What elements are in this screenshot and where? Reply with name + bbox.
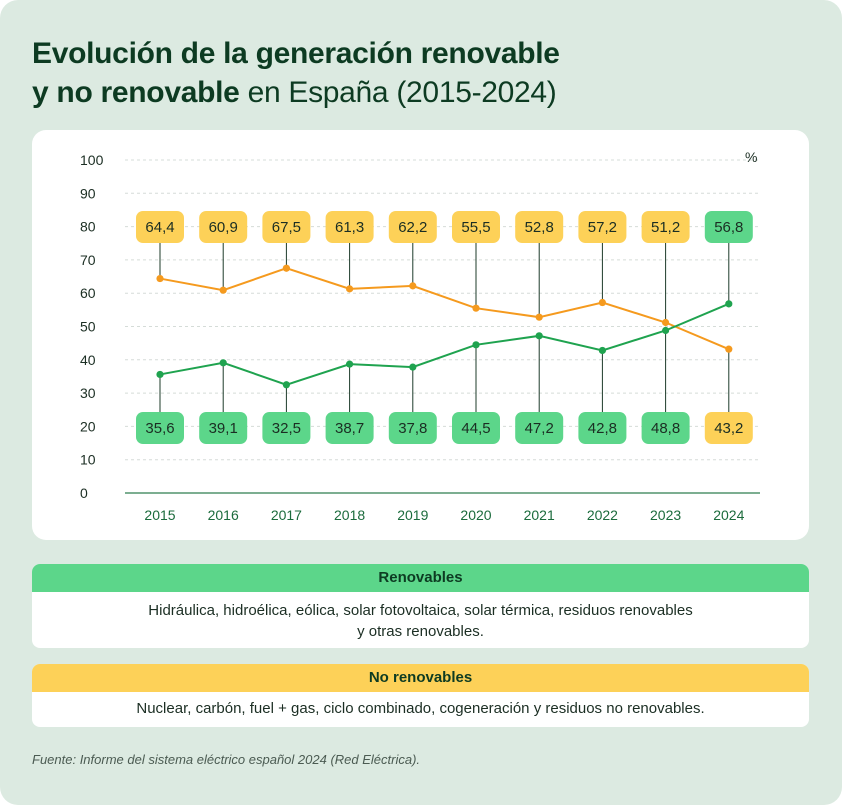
renewable-data-label: 38,7 (335, 420, 364, 437)
non_renewable-data-point (662, 318, 670, 327)
renewable-label-box (199, 412, 248, 444)
non_renewable-series-line (159, 267, 730, 351)
non_renewable-data-label: 61,3 (335, 219, 364, 236)
y-tick-label: 10 (80, 452, 96, 468)
title-light-line2: en España (2015-2024) (239, 76, 557, 109)
renewable-data-point (409, 363, 417, 371)
y-tick-label: 70 (80, 252, 96, 268)
renewable-label-box (515, 412, 564, 444)
non_renewable-label-box (388, 211, 437, 243)
title-bold-line2: y no renovable (32, 76, 240, 109)
non-renewables-legend-title: No renovables (32, 664, 809, 692)
x-tick-label: 2017 (271, 507, 302, 523)
x-tick-label: 2024 (713, 507, 744, 523)
renewable-data-point (598, 346, 607, 355)
non-renewables-legend-text: Nuclear, carbón, fuel + gas, ciclo combi… (136, 700, 705, 717)
x-tick-label: 2015 (144, 507, 175, 523)
non_renewable-data-label: 64,4 (145, 219, 174, 236)
renewables-legend-title: Renovables (32, 564, 809, 592)
non_renewable-data-label: 62,2 (398, 219, 427, 236)
renewable-data-point (346, 360, 354, 368)
renewables-legend-box: Renovables Hidráulica, hidroélica, eólic… (32, 564, 809, 648)
y-tick-label: 0 (80, 485, 88, 501)
renewable-data-point (156, 370, 164, 379)
non_renewable-label-box (704, 412, 753, 444)
y-tick-label: 40 (80, 352, 96, 368)
renewable-series-line (159, 302, 730, 386)
x-tick-label: 2018 (334, 507, 365, 523)
renewable-label-box (136, 412, 184, 444)
non_renewable-label-box (136, 211, 184, 243)
x-tick-label: 2022 (587, 507, 618, 523)
renewable-data-label: 47,2 (525, 420, 554, 437)
renewables-legend-text: Hidráulica, hidroélica, eólica, solar fo… (148, 602, 693, 640)
y-unit-label: % (745, 149, 757, 165)
non_renewable-label-box (641, 211, 690, 243)
renewable-data-point (219, 359, 227, 367)
y-tick-label: 80 (80, 219, 96, 235)
non_renewable-data-point (219, 286, 227, 294)
non_renewable-data-point (472, 304, 480, 312)
non_renewable-label-box (452, 211, 500, 243)
non_renewable-data-label: 43,2 (714, 420, 743, 437)
non_renewable-label-box (325, 211, 374, 243)
y-tick-label: 60 (80, 285, 96, 301)
non_renewable-data-point (156, 274, 164, 283)
non_renewable-label-box (199, 211, 248, 243)
renewable-data-point (282, 381, 290, 389)
y-tick-label: 20 (80, 418, 96, 434)
x-tick-label: 2019 (397, 507, 428, 523)
non_renewable-label-box (262, 211, 311, 243)
renewable-label-box (641, 412, 690, 444)
chart-card: 0 10 20 30 40 50 60 70 80 90 100% 2015 2016 2017 2018 2… (32, 130, 809, 540)
renewable-data-point (535, 332, 543, 340)
page-title: Evolución de la generación renovable y n… (32, 34, 792, 112)
non_renewable-data-label: 57,2 (588, 219, 617, 236)
non_renewable-data-point (282, 264, 290, 272)
renewable-data-label: 42,8 (588, 420, 617, 437)
non-renewables-legend-box: No renovables Nuclear, carbón, fuel + ga… (32, 664, 809, 727)
x-tick-label: 2023 (650, 507, 681, 523)
renewable-data-label: 32,5 (272, 420, 301, 437)
renewable-data-label: 39,1 (209, 420, 238, 437)
non_renewable-data-point (598, 298, 607, 307)
renewable-label-box (704, 211, 753, 243)
non_renewable-data-label: 60,9 (209, 219, 238, 236)
renewable-data-label: 44,5 (461, 420, 490, 437)
renewable-data-label: 48,8 (651, 420, 680, 437)
renewable-label-box (262, 412, 311, 444)
renewable-label-box (578, 412, 627, 444)
non_renewable-label-box (515, 211, 564, 243)
non_renewable-data-label: 51,2 (651, 219, 680, 236)
renewable-label-box (388, 412, 437, 444)
y-tick-label: 100 (80, 152, 104, 168)
renewable-data-point (662, 326, 670, 335)
source-note: Fuente: Informe del sistema eléctrico es… (32, 752, 421, 767)
renewable-data-label: 35,6 (145, 420, 174, 437)
x-tick-label: 2020 (460, 507, 491, 523)
non_renewable-data-label: 55,5 (461, 219, 490, 236)
non_renewable-data-point (535, 313, 543, 321)
x-tick-label: 2021 (524, 507, 555, 523)
non_renewable-data-label: 67,5 (272, 219, 301, 236)
x-tick-label: 2016 (208, 507, 239, 523)
non_renewable-data-point (346, 285, 354, 293)
renewable-label-box (325, 412, 374, 444)
line-chart: 0 10 20 30 40 50 60 70 80 90 100 % 2015 2016 2017 2018 2… (80, 149, 760, 523)
y-tick-label: 30 (80, 385, 96, 401)
non_renewable-label-box (578, 211, 627, 243)
title-bold-line1: Evolución de la generación renovable (32, 37, 560, 70)
y-tick-label: 90 (80, 185, 96, 201)
renewable-label-box (452, 412, 500, 444)
renewable-data-point (725, 300, 733, 308)
non_renewable-data-point (725, 345, 733, 353)
non_renewable-data-label: 52,8 (525, 219, 554, 236)
renewable-data-label: 56,8 (714, 219, 743, 236)
y-tick-label: 50 (80, 319, 96, 335)
non_renewable-data-point (409, 282, 417, 290)
renewable-data-point (472, 341, 480, 349)
renewable-data-label: 37,8 (398, 420, 427, 437)
